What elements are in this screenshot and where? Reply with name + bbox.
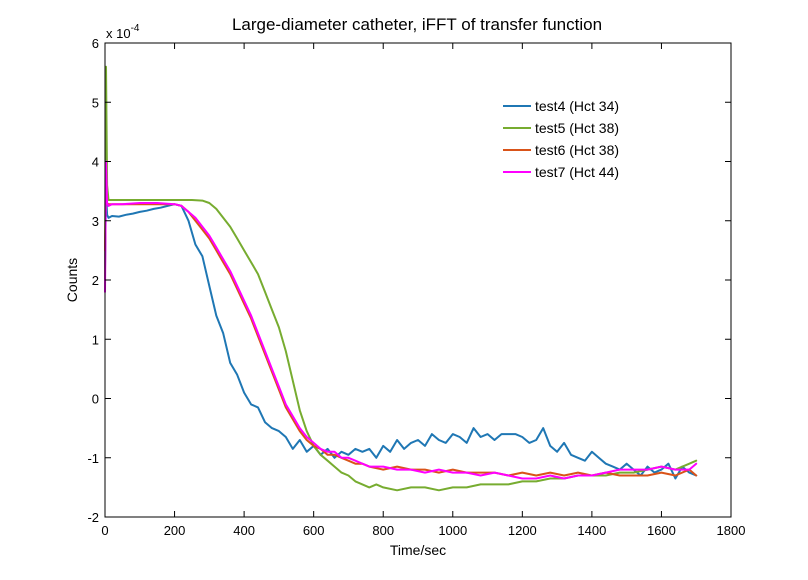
legend: test4 (Hct 34) test5 (Hct 38) test6 (Hct 3… — [503, 98, 619, 180]
series-line-4 — [104, 160, 698, 480]
x-tick-label: 1800 — [717, 523, 746, 538]
x-tick-label: 800 — [372, 523, 394, 538]
series-layer — [104, 65, 698, 492]
y-axis-multiplier-base: x 10 — [106, 26, 131, 41]
x-tick-label: 0 — [101, 523, 108, 538]
y-tick-label: 5 — [92, 95, 99, 110]
x-tick-label: 1600 — [647, 523, 676, 538]
y-tick-label: 1 — [92, 332, 99, 347]
plot-area — [105, 43, 731, 517]
legend-label-3: test6 (Hct 38) — [535, 142, 619, 158]
x-axis-ticks: 0 200 400 600 800 1000 1200 1400 1600 1800 — [101, 43, 745, 538]
y-tick-label: 3 — [92, 214, 99, 229]
y-tick-label: -2 — [87, 510, 99, 525]
y-axis-ticks: -2 -1 0 1 2 3 4 5 6 — [87, 36, 731, 525]
y-tick-label: 6 — [92, 36, 99, 51]
y-axis-label: Counts — [64, 258, 80, 302]
y-axis-multiplier-exponent: -4 — [131, 23, 140, 34]
x-tick-label: 400 — [233, 523, 255, 538]
x-axis-label: Time/sec — [390, 542, 446, 558]
x-tick-label: 1000 — [438, 523, 467, 538]
legend-label-1: test4 (Hct 34) — [535, 98, 619, 114]
x-tick-label: 1400 — [577, 523, 606, 538]
x-tick-label: 200 — [164, 523, 186, 538]
legend-label-2: test5 (Hct 38) — [535, 120, 619, 136]
x-tick-label: 1200 — [508, 523, 537, 538]
y-tick-label: -1 — [87, 451, 99, 466]
chart-title: Large-diameter catheter, iFFT of transfe… — [232, 15, 602, 34]
y-axis-multiplier: x 10-4 — [106, 23, 140, 41]
y-tick-label: 2 — [92, 273, 99, 288]
series-line-1 — [104, 190, 698, 480]
x-tick-label: 600 — [303, 523, 325, 538]
legend-label-4: test7 (Hct 44) — [535, 164, 619, 180]
y-tick-label: 4 — [92, 155, 99, 170]
y-tick-label: 0 — [92, 392, 99, 407]
